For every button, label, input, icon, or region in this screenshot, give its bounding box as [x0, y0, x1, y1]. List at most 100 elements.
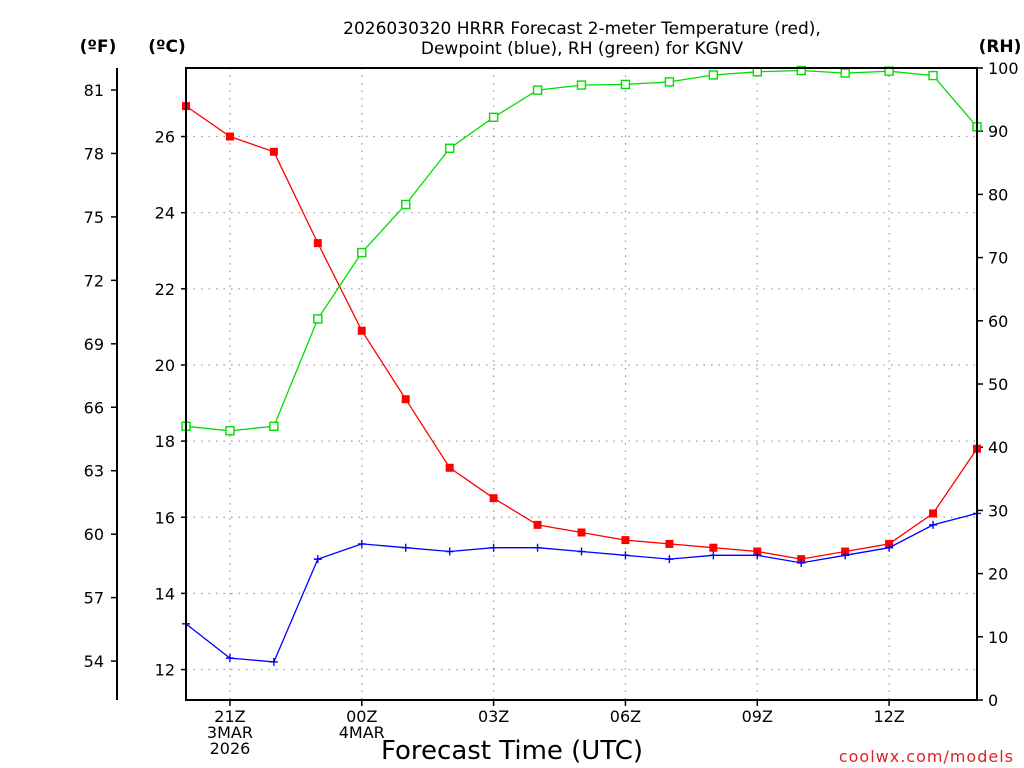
x-tick-label: 12Z: [873, 707, 904, 726]
rh-point: [840, 68, 850, 78]
rh-point: [576, 80, 587, 90]
x-tick-label: 03Z: [478, 707, 509, 726]
fahrenheit-tick-label: 63: [84, 462, 104, 481]
rh-point: [225, 426, 235, 436]
rh-point: [708, 70, 719, 80]
dewpoint-point: [489, 543, 498, 552]
dewpoint-point: [577, 547, 586, 556]
celsius-tick-label: 14: [155, 584, 175, 603]
rh-tick-label: 0: [988, 691, 998, 710]
rh-point: [269, 421, 279, 432]
rh-tick-label: 80: [988, 185, 1008, 204]
x-tick-label: 09Z: [742, 707, 773, 726]
rh-point: [401, 199, 411, 210]
dewpoint-point: [225, 654, 234, 663]
temperature-point: [357, 326, 366, 335]
rh-tick-label: 50: [988, 375, 1008, 394]
rh-line: [185, 69, 978, 432]
rh-axis: 0 10 20 30 40 50 60 70 80 90 100: [977, 59, 1019, 710]
rh-tick-label: 30: [988, 501, 1008, 520]
fahrenheit-tick-label: 81: [84, 81, 104, 100]
temperature-point: [269, 147, 278, 156]
dewpoint-point: [709, 551, 718, 560]
chart-title-line1: 2026030320 HRRR Forecast 2-meter Tempera…: [343, 19, 821, 39]
dewpoint-point: [665, 555, 674, 564]
x-tick-label: 3MAR: [207, 723, 253, 742]
temperature-line: [185, 105, 978, 560]
rh-tick-label: 20: [988, 565, 1008, 584]
dewpoint-point: [533, 543, 542, 552]
celsius-tick-label: 18: [155, 432, 175, 451]
temperature-point: [665, 539, 674, 548]
celsius-tick-label: 16: [155, 508, 175, 527]
dewpoint-point: [621, 551, 630, 560]
rh-point: [444, 143, 455, 153]
series-layer: [181, 65, 982, 666]
dewpoint-point: [753, 551, 762, 560]
celsius-axis: 12 14 16 18 20 22 24 26: [155, 128, 186, 680]
celsius-tick-label: 20: [155, 356, 175, 375]
plot-frame: [185, 67, 978, 701]
x-tick-label: 4MAR: [339, 723, 385, 742]
temperature-point: [489, 494, 498, 503]
x-tick-label: 2026: [210, 739, 251, 758]
fahrenheit-tick-label: 69: [84, 335, 104, 354]
grid-lines: [186, 68, 977, 700]
rh-point: [928, 70, 938, 81]
rh-tick-label: 90: [988, 122, 1008, 141]
temperature-point: [621, 536, 630, 545]
rh-point: [357, 247, 367, 258]
rh-point: [664, 77, 675, 87]
fahrenheit-tick-label: 54: [84, 652, 104, 671]
fahrenheit-tick-label: 72: [84, 271, 104, 290]
temperature-point: [401, 395, 410, 404]
rh-point: [313, 314, 323, 324]
credit-text: coolwx.com/models: [839, 747, 1014, 766]
rh-tick-label: 10: [988, 628, 1008, 647]
dewpoint-point: [797, 558, 806, 567]
celsius-tick-label: 22: [155, 280, 175, 299]
x-tick-label: 00Z: [346, 707, 377, 726]
rh-tick-label: 70: [988, 249, 1008, 268]
fahrenheit-tick-label: 66: [84, 398, 104, 417]
temperature-point: [445, 463, 454, 472]
fahrenheit-unit-label: (ºF): [80, 37, 117, 57]
rh-tick-label: 40: [988, 438, 1008, 457]
temperature-point: [709, 543, 718, 552]
celsius-tick-label: 12: [155, 661, 175, 680]
fahrenheit-axis: 54 57 60 63 66 69 72 75 78 81: [84, 81, 117, 671]
dewpoint-point: [401, 543, 410, 552]
fahrenheit-tick-label: 57: [84, 589, 104, 608]
temperature-point: [929, 509, 938, 518]
rh-tick-label: 100: [988, 59, 1019, 78]
rh-point: [620, 79, 631, 90]
rh-tick-label: 60: [988, 312, 1008, 331]
temperature-point: [577, 528, 586, 537]
celsius-unit-label: (ºC): [148, 37, 186, 57]
dewpoint-point: [885, 543, 894, 552]
x-tick-label: 06Z: [610, 707, 641, 726]
rh-point: [532, 85, 543, 95]
dewpoint-point: [841, 551, 850, 560]
rh-point: [488, 112, 499, 122]
temperature-point: [313, 239, 322, 248]
dewpoint-point: [445, 547, 454, 556]
temperature-point: [225, 132, 234, 141]
dewpoint-point: [269, 657, 278, 666]
temperature-point: [533, 520, 542, 529]
fahrenheit-tick-label: 78: [84, 144, 104, 163]
celsius-tick-label: 26: [155, 128, 175, 147]
dewpoint-point: [929, 520, 938, 529]
rh-point: [796, 65, 806, 76]
x-axis-title: Forecast Time (UTC): [381, 736, 643, 766]
fahrenheit-tick-label: 60: [84, 525, 104, 544]
dewpoint-point: [313, 555, 322, 564]
chart-title-line2: Dewpoint (blue), RH (green) for KGNV: [421, 39, 744, 59]
fahrenheit-tick-label: 75: [84, 208, 104, 227]
rh-unit-label: (RH): [979, 37, 1022, 57]
x-tick-label: 21Z: [214, 707, 245, 726]
dewpoint-point: [357, 539, 366, 548]
celsius-tick-label: 24: [155, 204, 175, 223]
